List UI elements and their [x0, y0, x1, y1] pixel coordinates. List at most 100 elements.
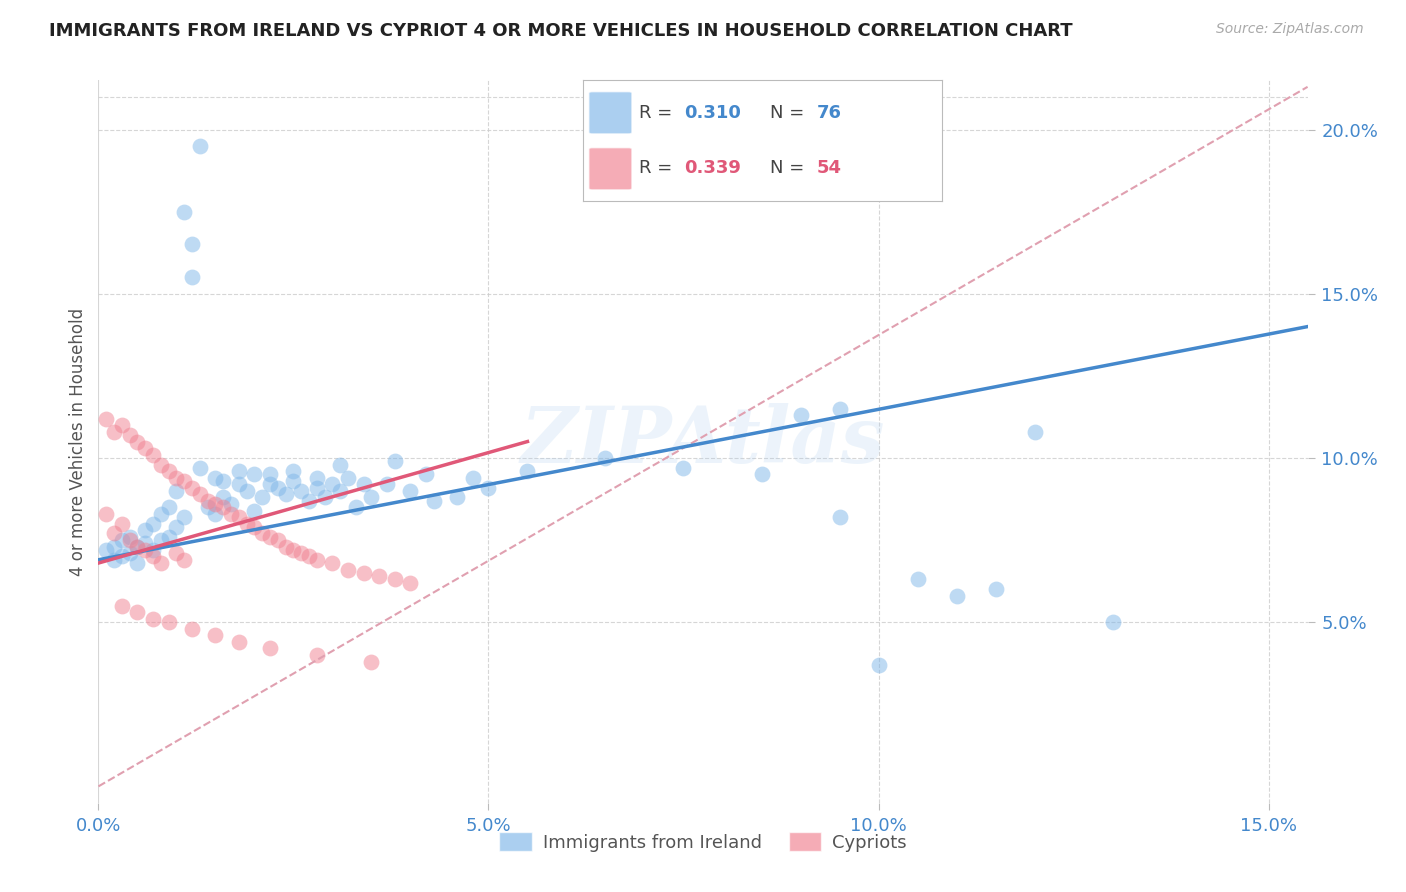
Point [127, 540, 149, 554]
Point [360, 491, 382, 505]
Point [751, 467, 773, 482]
Point [384, 454, 406, 468]
Point [188, 139, 211, 153]
Point [314, 491, 336, 505]
Y-axis label: 4 or more Vehicles in Household: 4 or more Vehicles in Household [69, 308, 87, 575]
Legend: Immigrants from Ireland, Cypriots: Immigrants from Ireland, Cypriots [492, 825, 914, 859]
Point [103, 540, 125, 554]
Point [118, 546, 141, 560]
Point [165, 483, 187, 498]
Point [165, 546, 187, 560]
Point [368, 569, 391, 583]
Point [173, 553, 195, 567]
Point [118, 428, 141, 442]
Point [103, 425, 125, 439]
Point [399, 575, 422, 590]
Point [321, 556, 343, 570]
Point [134, 523, 156, 537]
Point [134, 536, 156, 550]
Point [252, 491, 274, 505]
Point [127, 556, 149, 570]
Point [181, 237, 204, 252]
FancyBboxPatch shape [589, 92, 631, 134]
Point [204, 507, 226, 521]
Point [149, 507, 172, 521]
Point [305, 648, 328, 662]
Point [127, 605, 149, 619]
Point [219, 497, 242, 511]
Point [290, 483, 312, 498]
Text: R =: R = [640, 159, 678, 178]
Point [243, 503, 266, 517]
Point [907, 573, 929, 587]
Point [149, 533, 172, 547]
Point [118, 530, 141, 544]
Point [267, 533, 290, 547]
Point [111, 549, 134, 564]
Point [828, 510, 851, 524]
Point [111, 533, 134, 547]
Point [283, 464, 305, 478]
Point [165, 520, 187, 534]
Point [267, 481, 290, 495]
Point [828, 401, 851, 416]
Point [173, 204, 195, 219]
Point [415, 467, 437, 482]
Point [290, 546, 312, 560]
Text: ZIPAtlas: ZIPAtlas [520, 403, 886, 480]
Point [142, 542, 165, 557]
Point [384, 573, 406, 587]
Point [111, 599, 134, 613]
Point [96, 542, 118, 557]
Point [344, 500, 367, 515]
Point [360, 655, 382, 669]
Text: 54: 54 [817, 159, 842, 178]
Point [127, 434, 149, 449]
Point [173, 510, 195, 524]
Point [259, 530, 281, 544]
Point [298, 493, 321, 508]
Point [321, 477, 343, 491]
Point [353, 566, 375, 580]
Text: 0.310: 0.310 [683, 103, 741, 122]
Point [243, 520, 266, 534]
Text: 76: 76 [817, 103, 842, 122]
Point [235, 483, 257, 498]
Point [204, 470, 226, 484]
Point [204, 497, 226, 511]
Point [375, 477, 398, 491]
Text: N =: N = [770, 103, 810, 122]
Text: IMMIGRANTS FROM IRELAND VS CYPRIOT 4 OR MORE VEHICLES IN HOUSEHOLD CORRELATION C: IMMIGRANTS FROM IRELAND VS CYPRIOT 4 OR … [49, 22, 1073, 40]
Text: Source: ZipAtlas.com: Source: ZipAtlas.com [1216, 22, 1364, 37]
Point [96, 507, 118, 521]
Point [868, 657, 890, 672]
Point [149, 458, 172, 472]
Text: N =: N = [770, 159, 810, 178]
Point [945, 589, 967, 603]
Point [165, 470, 187, 484]
Point [197, 500, 219, 515]
Point [259, 641, 281, 656]
Point [305, 553, 328, 567]
Point [204, 628, 226, 642]
Point [228, 477, 250, 491]
Point [274, 540, 297, 554]
Point [305, 481, 328, 495]
Point [212, 500, 235, 515]
Point [157, 500, 180, 515]
Point [329, 483, 352, 498]
Point [212, 474, 235, 488]
Point [157, 464, 180, 478]
Point [252, 526, 274, 541]
Point [118, 533, 141, 547]
Point [399, 483, 422, 498]
Point [259, 467, 281, 482]
Point [173, 474, 195, 488]
Point [181, 481, 204, 495]
Point [103, 526, 125, 541]
Point [188, 460, 211, 475]
Point [353, 477, 375, 491]
Point [228, 635, 250, 649]
Point [984, 582, 1007, 597]
Point [134, 542, 156, 557]
